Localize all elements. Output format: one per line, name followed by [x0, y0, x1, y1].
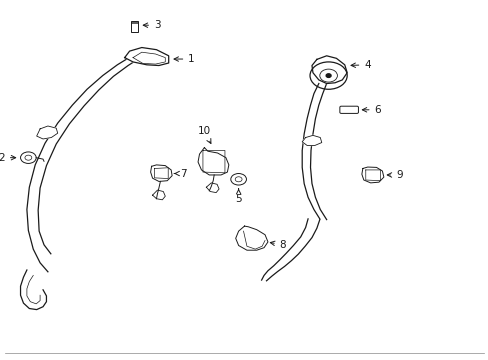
Polygon shape	[235, 226, 267, 250]
Text: 6: 6	[362, 105, 381, 115]
Polygon shape	[206, 183, 219, 193]
Polygon shape	[150, 165, 172, 181]
Text: 3: 3	[143, 20, 161, 30]
Polygon shape	[152, 190, 165, 200]
Polygon shape	[311, 56, 346, 84]
Circle shape	[325, 74, 330, 77]
Polygon shape	[198, 148, 228, 175]
Polygon shape	[124, 48, 168, 66]
Text: 1: 1	[174, 54, 195, 64]
Text: 10: 10	[198, 126, 210, 143]
Text: 9: 9	[386, 170, 402, 180]
Polygon shape	[37, 126, 58, 139]
Text: 8: 8	[270, 240, 286, 250]
Text: 2: 2	[0, 153, 16, 163]
Polygon shape	[302, 135, 321, 145]
Text: 4: 4	[350, 60, 370, 70]
Text: 5: 5	[235, 189, 242, 204]
Text: 7: 7	[174, 168, 186, 179]
FancyBboxPatch shape	[339, 106, 358, 113]
Polygon shape	[361, 167, 383, 183]
FancyBboxPatch shape	[130, 21, 138, 32]
